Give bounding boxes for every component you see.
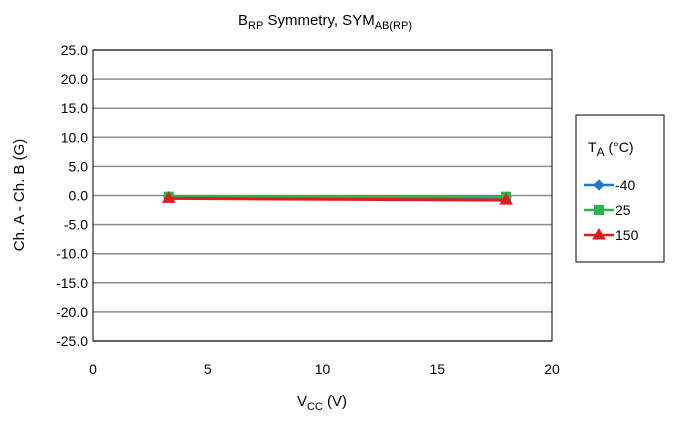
x-tick-label: 0 — [89, 361, 97, 377]
y-tick-label: -15.0 — [56, 275, 88, 291]
legend-title: TA (°C) — [588, 139, 634, 159]
y-tick-label: 20.0 — [61, 71, 88, 87]
legend-item: -40 — [584, 177, 635, 193]
legend-marker — [593, 179, 605, 191]
legend-label: -40 — [615, 177, 635, 193]
legend-item: 150 — [584, 227, 639, 243]
y-tick-label: -5.0 — [64, 217, 88, 233]
x-tick-labels: 0 5 10 15 20 — [89, 361, 560, 377]
legend-item: 25 — [584, 202, 631, 218]
y-tick-label: 5.0 — [69, 158, 89, 174]
series-line — [168, 196, 507, 202]
series-150 — [161, 191, 513, 205]
y-tick-labels: 25.0 20.0 15.0 10.0 5.0 0.0 -5.0 -10.0 -15.0 -20.… — [56, 42, 88, 349]
x-tick-label: 5 — [204, 361, 212, 377]
y-tick-label: -20.0 — [56, 304, 88, 320]
legend-marker — [594, 205, 604, 215]
y-tick-label: -10.0 — [56, 246, 88, 262]
legend: TA (°C) -40 25 150 — [575, 114, 665, 263]
legend-label: 150 — [615, 227, 639, 243]
y-tick-label: 25.0 — [61, 42, 88, 58]
y-tick-label: 0.0 — [69, 188, 89, 204]
x-tick-label: 10 — [315, 361, 331, 377]
legend-label: 25 — [615, 202, 631, 218]
y-tick-label: 10.0 — [61, 129, 88, 145]
y-axis-label: Ch. A - Ch. B (G) — [11, 139, 28, 252]
data-point — [499, 193, 513, 205]
x-tick-label: 20 — [544, 361, 560, 377]
series-group — [161, 190, 513, 205]
chart-title: BRP Symmetry, SYMAB(RP) — [238, 12, 412, 32]
x-axis-label: VCC (V) — [297, 393, 347, 413]
legend-marker — [592, 228, 606, 240]
plot-area-border — [92, 49, 553, 342]
y-tick-label: -25.0 — [56, 333, 88, 349]
legend-box — [575, 114, 665, 263]
data-point — [161, 191, 176, 203]
x-tick-label: 15 — [429, 361, 445, 377]
y-tick-label: 15.0 — [61, 100, 88, 116]
